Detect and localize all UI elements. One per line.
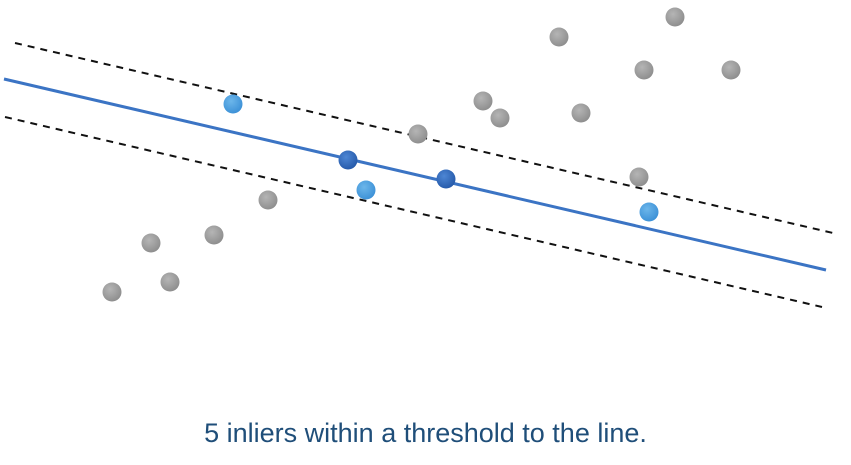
- lower-threshold-line: [4, 116, 823, 308]
- outlier-point: [490, 108, 510, 128]
- inlier-point: [223, 94, 243, 114]
- outlier-point: [204, 225, 224, 245]
- sampled-point: [436, 169, 456, 189]
- outlier-point: [571, 103, 591, 123]
- outlier-point: [634, 60, 654, 80]
- outlier-point: [473, 91, 493, 111]
- caption: 5 inliers within a threshold to the line…: [204, 418, 647, 448]
- fitted-line: [3, 77, 827, 272]
- inlier-point: [356, 180, 376, 200]
- outlier-point: [102, 282, 122, 302]
- outlier-point: [629, 167, 649, 187]
- sampled-point: [338, 150, 358, 170]
- outlier-point: [721, 60, 741, 80]
- outlier-point: [408, 124, 428, 144]
- data-points: [102, 7, 741, 302]
- outlier-point: [141, 233, 161, 253]
- outlier-point: [665, 7, 685, 27]
- outlier-point: [258, 190, 278, 210]
- outlier-point: [160, 272, 180, 292]
- outlier-point: [549, 27, 569, 47]
- inlier-point: [639, 202, 659, 222]
